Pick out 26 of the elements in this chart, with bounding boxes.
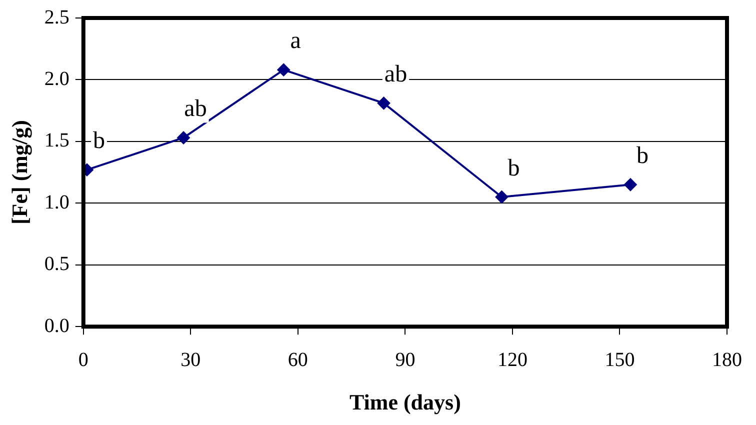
x-tick-label: 60 — [288, 348, 308, 371]
point — [277, 63, 290, 76]
x-tick-label: 90 — [395, 348, 416, 371]
point — [624, 178, 637, 192]
point — [377, 96, 390, 110]
y-tick-label: 0.0 — [44, 314, 70, 337]
x-tick-label: 120 — [497, 348, 528, 371]
annotation: a — [290, 28, 302, 54]
point — [177, 131, 190, 144]
annotation: b — [636, 142, 648, 169]
y-axis-title: [Fe] (mg/g) — [6, 120, 32, 225]
annotation: ab — [384, 61, 408, 88]
annotation: ab — [184, 96, 207, 122]
x-tick-label: 0 — [78, 348, 88, 371]
y-tick-label: 1.5 — [44, 130, 70, 152]
x-tick-label: 180 — [712, 348, 742, 371]
x-tick-label: 150 — [604, 348, 635, 371]
annotation: b — [508, 155, 520, 182]
y-tick-label: 0.5 — [44, 253, 70, 276]
x-axis-title: Time (days) — [349, 389, 461, 414]
point — [495, 190, 508, 204]
y-tick-label: 2.5 — [44, 6, 70, 28]
annotation: b — [92, 128, 105, 154]
y-tick-label: 2.0 — [44, 68, 70, 90]
y-tick-label: 1.0 — [44, 191, 70, 214]
x-tick-label: 30 — [180, 348, 201, 371]
